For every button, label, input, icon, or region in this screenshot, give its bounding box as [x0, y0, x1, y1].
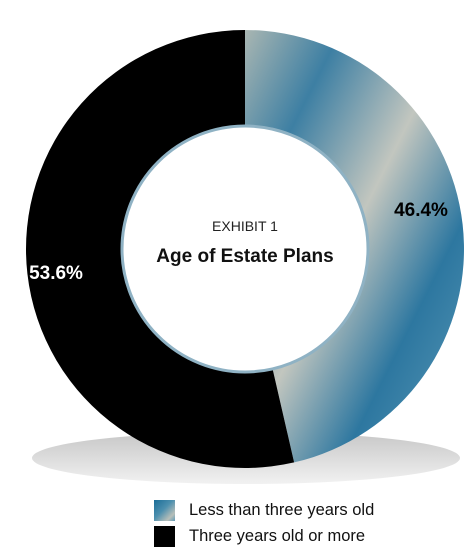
legend: Less than three years old Three years ol… — [154, 497, 374, 549]
slice-label-less-than-three: 46.4% — [394, 200, 448, 221]
legend-swatch-black — [154, 525, 175, 547]
legend-label: Three years old or more — [189, 526, 366, 545]
legend-item-less-than-three: Less than three years old — [154, 497, 374, 523]
legend-item-three-or-more: Three years old or more — [154, 523, 374, 549]
legend-swatch-gradient — [154, 499, 175, 521]
legend-label: Less than three years old — [189, 500, 375, 519]
slice-label-three-or-more: 53.6% — [29, 263, 83, 284]
chart-title: Age of Estate Plans — [156, 246, 333, 267]
donut-hole — [120, 124, 370, 374]
chart-subtitle: EXHIBIT 1 — [212, 218, 278, 234]
